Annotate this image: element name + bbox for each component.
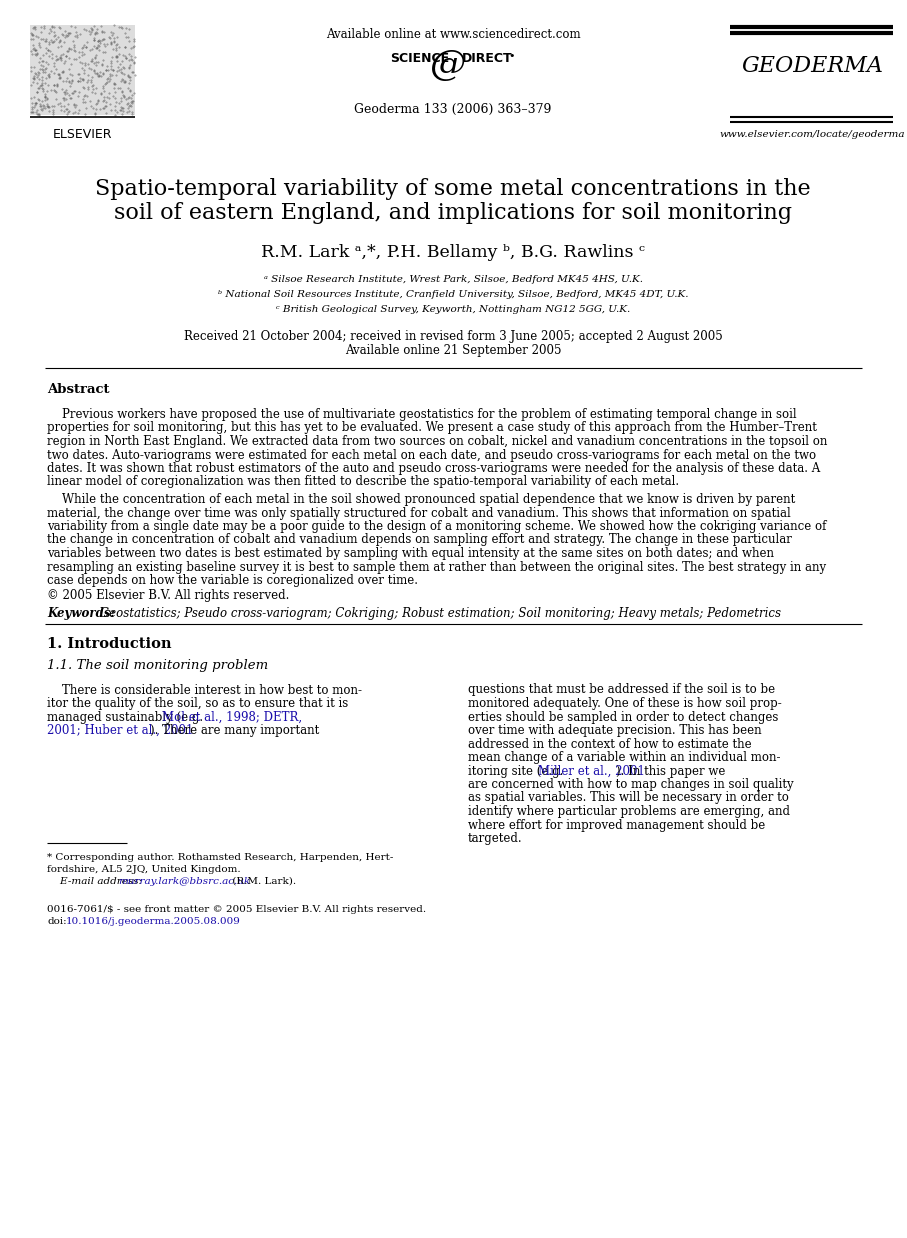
Text: Available online at www.sciencedirect.com: Available online at www.sciencedirect.co… [326,28,580,41]
Text: Miller et al., 2001: Miller et al., 2001 [538,765,645,777]
Text: as spatial variables. This will be necessary in order to: as spatial variables. This will be neces… [468,791,789,805]
Text: ). In this paper we: ). In this paper we [616,765,726,777]
Text: material, the change over time was only spatially structured for cobalt and vana: material, the change over time was only … [47,506,791,520]
Text: properties for soil monitoring, but this has yet to be evaluated. We present a c: properties for soil monitoring, but this… [47,421,817,435]
Bar [30,25,135,115]
Text: SCIENCE: SCIENCE [390,52,449,66]
Text: ELSEVIER: ELSEVIER [53,128,112,141]
Text: soil of eastern England, and implications for soil monitoring: soil of eastern England, and implication… [114,202,792,224]
Text: targeted.: targeted. [468,832,522,846]
Text: ᵇ National Soil Resources Institute, Cranfield University, Silsoe, Bedford, MK45: ᵇ National Soil Resources Institute, Cra… [218,290,688,300]
Text: Spatio-temporal variability of some metal concentrations in the: Spatio-temporal variability of some meta… [95,178,811,201]
Text: E-mail address:: E-mail address: [47,877,145,885]
Text: (R.M. Lark).: (R.M. Lark). [229,877,296,885]
Text: © 2005 Elsevier B.V. All rights reserved.: © 2005 Elsevier B.V. All rights reserved… [47,589,289,603]
Text: GEODERMA: GEODERMA [741,54,883,77]
Text: Previous workers have proposed the use of multivariate geostatistics for the pro: Previous workers have proposed the use o… [47,409,796,421]
Text: are concerned with how to map changes in soil quality: are concerned with how to map changes in… [468,777,794,791]
Text: Keywords:: Keywords: [47,608,115,620]
Text: ). There are many important: ). There are many important [150,724,319,737]
Text: ᵃ Silsoe Research Institute, Wrest Park, Silsoe, Bedford MK45 4HS, U.K.: ᵃ Silsoe Research Institute, Wrest Park,… [264,275,642,284]
Text: While the concentration of each metal in the soil showed pronounced spatial depe: While the concentration of each metal in… [47,493,795,506]
Text: Received 21 October 2004; received in revised form 3 June 2005; accepted 2 Augus: Received 21 October 2004; received in re… [183,331,722,343]
Text: where effort for improved management should be: where effort for improved management sho… [468,818,766,832]
Text: www.elsevier.com/locate/geoderma: www.elsevier.com/locate/geoderma [719,130,905,139]
Text: resampling an existing baseline survey it is best to sample them at rather than : resampling an existing baseline survey i… [47,561,826,573]
Text: variables between two dates is best estimated by sampling with equal intensity a: variables between two dates is best esti… [47,547,774,560]
Text: 1. Introduction: 1. Introduction [47,638,171,651]
Text: Abstract: Abstract [47,383,110,396]
Text: DIRECT: DIRECT [462,52,512,66]
Text: 10.1016/j.geoderma.2005.08.009: 10.1016/j.geoderma.2005.08.009 [66,917,241,926]
Text: addressed in the context of how to estimate the: addressed in the context of how to estim… [468,738,752,750]
Text: 0016-7061/$ - see front matter © 2005 Elsevier B.V. All rights reserved.: 0016-7061/$ - see front matter © 2005 El… [47,905,426,914]
Text: managed sustainably (e.g.: managed sustainably (e.g. [47,711,207,723]
Text: itoring site (e.g.: itoring site (e.g. [468,765,567,777]
Text: fordshire, AL5 2JQ, United Kingdom.: fordshire, AL5 2JQ, United Kingdom. [47,864,240,874]
Text: ᶜ British Geological Survey, Keyworth, Nottingham NG12 5GG, U.K.: ᶜ British Geological Survey, Keyworth, N… [276,305,630,314]
Text: dates. It was shown that robust estimators of the auto and pseudo cross-variogra: dates. It was shown that robust estimato… [47,462,820,475]
Text: over time with adequate precision. This has been: over time with adequate precision. This … [468,724,762,737]
Text: Geoderma 133 (2006) 363–379: Geoderma 133 (2006) 363–379 [355,103,551,116]
Text: identify where particular problems are emerging, and: identify where particular problems are e… [468,805,790,818]
Text: @: @ [429,48,465,82]
Text: •: • [508,51,514,61]
Text: doi:: doi: [47,917,66,926]
Text: two dates. Auto-variograms were estimated for each metal on each date, and pseud: two dates. Auto-variograms were estimate… [47,448,816,462]
Text: itor the quality of the soil, so as to ensure that it is: itor the quality of the soil, so as to e… [47,697,348,711]
Text: case depends on how the variable is coregionalized over time.: case depends on how the variable is core… [47,574,418,587]
Text: There is considerable interest in how best to mon-: There is considerable interest in how be… [47,683,362,697]
Text: Mol et al., 1998; DETR,: Mol et al., 1998; DETR, [162,711,302,723]
Text: the change in concentration of cobalt and vanadium depends on sampling effort an: the change in concentration of cobalt an… [47,534,792,546]
Text: R.M. Lark ᵃ,*, P.H. Bellamy ᵇ, B.G. Rawlins ᶜ: R.M. Lark ᵃ,*, P.H. Bellamy ᵇ, B.G. Rawl… [261,244,645,261]
Text: monitored adequately. One of these is how soil prop-: monitored adequately. One of these is ho… [468,697,782,711]
Text: * Corresponding author. Rothamsted Research, Harpenden, Hert-: * Corresponding author. Rothamsted Resea… [47,853,394,862]
Text: questions that must be addressed if the soil is to be: questions that must be addressed if the … [468,683,775,697]
Text: Geostatistics; Pseudo cross-variogram; Cokriging; Robust estimation; Soil monito: Geostatistics; Pseudo cross-variogram; C… [96,608,781,620]
Text: Available online 21 September 2005: Available online 21 September 2005 [345,344,561,357]
Text: erties should be sampled in order to detect changes: erties should be sampled in order to det… [468,711,778,723]
Text: linear model of coregionalization was then fitted to describe the spatio-tempora: linear model of coregionalization was th… [47,475,679,489]
Text: region in North East England. We extracted data from two sources on cobalt, nick: region in North East England. We extract… [47,435,827,448]
Text: variability from a single date may be a poor guide to the design of a monitoring: variability from a single date may be a … [47,520,826,534]
Text: 2001; Huber et al., 2001: 2001; Huber et al., 2001 [47,724,193,737]
Text: 1.1. The soil monitoring problem: 1.1. The soil monitoring problem [47,660,268,672]
Text: mean change of a variable within an individual mon-: mean change of a variable within an indi… [468,751,781,764]
Text: murray.lark@bbsrc.ac.uk: murray.lark@bbsrc.ac.uk [118,877,250,885]
